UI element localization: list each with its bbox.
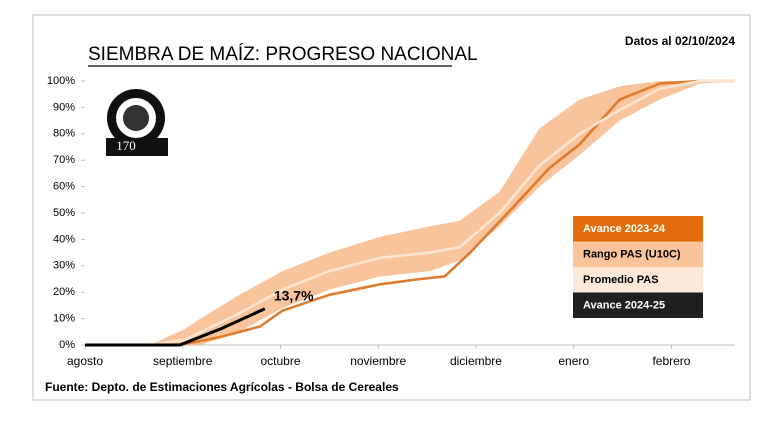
x-tick-label: octubre	[260, 354, 300, 368]
y-tick-label: 40%	[53, 233, 75, 245]
legend-label: Avance 2023-24	[583, 223, 666, 235]
y-tick-label: 100%	[47, 75, 75, 87]
frame	[32, 14, 751, 401]
range-band	[85, 81, 735, 345]
logo: 170	[106, 89, 168, 156]
logo-text: 170	[116, 138, 136, 153]
legend-box	[573, 267, 703, 293]
series-line	[85, 307, 266, 347]
y-tick-label: 70%	[53, 154, 75, 166]
source: Fuente: Depto. de Estimaciones Agrícolas…	[45, 380, 399, 394]
subtitle: Datos al 02/10/2024	[625, 34, 735, 48]
logo-banner	[106, 138, 168, 156]
y-tick-label: 20%	[53, 286, 75, 298]
x-tick-label: febrero	[652, 354, 690, 368]
legend-box	[573, 216, 703, 242]
y-tick-label: 60%	[53, 181, 75, 193]
y-tick-label: 10%	[53, 313, 75, 325]
series-line	[85, 79, 735, 347]
x-tick-label: noviembre	[350, 354, 406, 368]
x-tick-label: agosto	[67, 354, 103, 368]
legend-label: Avance 2024-25	[583, 299, 665, 311]
x-tick-label: septiembre	[153, 354, 213, 368]
y-tick-label: 30%	[53, 260, 75, 272]
series-line	[85, 79, 735, 347]
y-tick-label: 90%	[53, 101, 75, 113]
legend-label: Rango PAS (U10C)	[583, 248, 681, 260]
logo-figure	[123, 105, 149, 131]
legend-box	[573, 292, 703, 318]
data-label: 13,7%	[274, 288, 314, 304]
x-tick-label: diciembre	[450, 354, 502, 368]
y-tick-label: 80%	[53, 128, 75, 140]
y-tick-label: 50%	[53, 207, 75, 219]
x-tick-label: enero	[558, 354, 589, 368]
legend-box	[573, 241, 703, 267]
chart-title: SIEMBRA DE MAÍZ: PROGRESO NACIONAL	[88, 44, 478, 65]
y-tick-label: 0%	[59, 339, 75, 351]
legend-label: Promedio PAS	[583, 274, 659, 286]
